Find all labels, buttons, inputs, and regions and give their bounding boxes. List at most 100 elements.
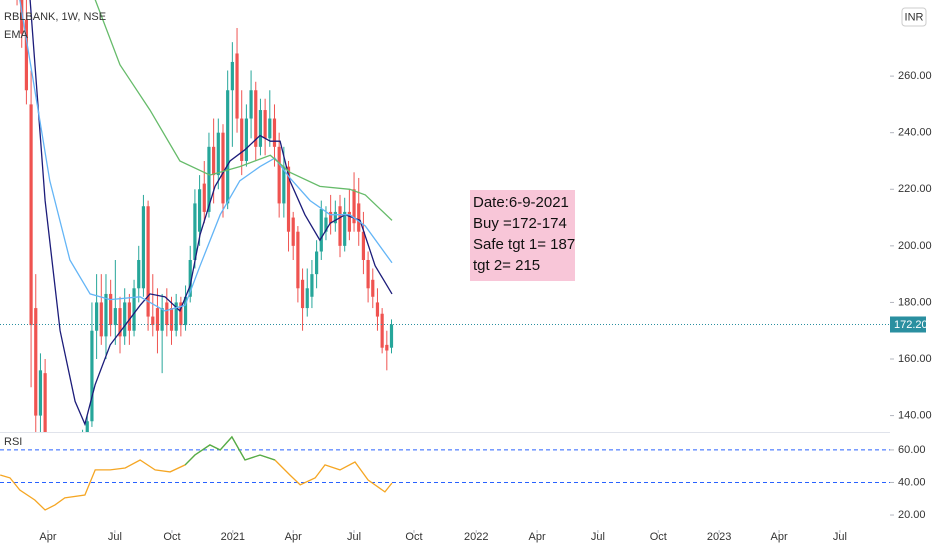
chart-title: RBLBANK, 1W, NSE (4, 11, 106, 23)
candle-body (366, 259, 370, 289)
currency[interactable]: INR (905, 11, 924, 23)
rsi-line (0, 435, 393, 511)
candle-body (324, 217, 328, 232)
candle-body (90, 330, 94, 422)
price-pane (16, 0, 394, 500)
x-tick-label: Apr (529, 531, 546, 543)
candle-body (310, 274, 314, 297)
rsi-line (184, 435, 276, 466)
candle-body (207, 146, 211, 212)
candle-body (127, 302, 131, 331)
candle-body (38, 370, 43, 416)
candle-body (371, 279, 375, 297)
candle-body (300, 279, 305, 309)
last-price-label: 172.20 (894, 319, 928, 331)
rsi-tick-label: 20.00 (898, 509, 926, 521)
y-tick-label: 240.00 (898, 127, 932, 139)
candle-body (361, 231, 366, 260)
candle-body (183, 296, 188, 326)
ema-line (29, 0, 393, 427)
candle-body (202, 183, 206, 212)
candle-body (43, 373, 47, 432)
candle-body (113, 308, 117, 326)
candle-body (99, 302, 103, 337)
rsi-label: RSI (4, 436, 22, 448)
candle-body (20, 0, 24, 34)
x-tick-label: Apr (771, 531, 788, 543)
x-tick-label: Jul (591, 531, 605, 543)
candle-body (53, 472, 56, 500)
candle-body (118, 308, 122, 337)
candle-body (109, 293, 113, 326)
x-tick-label: Oct (405, 531, 422, 543)
y-tick-label: 220.00 (898, 183, 932, 195)
candle-body (95, 302, 99, 331)
candle-body (221, 132, 225, 204)
candle-body (240, 118, 244, 161)
candle-body (169, 308, 174, 331)
candle-body (165, 302, 169, 326)
candle-body (34, 308, 38, 416)
candle-body (151, 316, 155, 326)
annotation-text: Safe tgt 1= 187 (473, 236, 575, 253)
candle-body (146, 206, 150, 317)
candle-body (29, 104, 33, 326)
candle-body (141, 206, 146, 289)
candle-body (132, 288, 136, 331)
candle-body (319, 209, 323, 252)
candle-body (81, 444, 84, 452)
candle-body (249, 90, 253, 119)
candle-body (85, 421, 89, 432)
candle-body (179, 302, 183, 326)
annotation-text: Date:6-9-2021 (473, 194, 569, 211)
rsi-pane (0, 435, 890, 511)
candle-body (286, 166, 291, 232)
candle-body (263, 110, 267, 139)
candle-body (333, 211, 337, 224)
candle-body (268, 118, 272, 139)
candle-body (389, 324, 394, 348)
candle-body (197, 189, 202, 232)
candle-body (244, 118, 248, 161)
x-tick-label: Jul (833, 531, 847, 543)
candle-body (24, 19, 28, 91)
candle-body (193, 203, 197, 260)
candle-body (272, 118, 277, 147)
candle-body (296, 231, 300, 289)
candle-body (352, 189, 356, 224)
candle-body (216, 132, 220, 176)
candle-body (226, 90, 230, 204)
x-tick-label: Apr (285, 531, 302, 543)
candle-body (58, 472, 61, 486)
candle-body (338, 206, 342, 246)
candle-body (347, 211, 351, 232)
candle-body (254, 90, 258, 147)
x-tick-label: Jul (108, 531, 122, 543)
axes: 140.00 160.00 180.00 200.00 220.00 240.00 260.… (0, 70, 932, 543)
y-tick-label: 180.00 (898, 296, 932, 308)
y-tick-label: 200.00 (898, 240, 932, 252)
candle-body (137, 259, 141, 289)
candle-body (305, 288, 309, 309)
annotation-text: Buy =172-174 (473, 215, 567, 232)
candle-body (291, 217, 295, 246)
candle-body (188, 259, 192, 297)
candle-body (380, 313, 384, 348)
candle-body (282, 166, 286, 204)
x-tick-label: Apr (39, 531, 56, 543)
candle-body (230, 61, 234, 91)
candle-body (72, 458, 75, 472)
ema-line (19, 0, 393, 312)
candle-body (277, 146, 281, 204)
x-tick-label: 2021 (221, 531, 245, 543)
candle-body (67, 458, 70, 478)
x-tick-label: Oct (163, 531, 180, 543)
rsi-tick-label: 40.00 (898, 476, 926, 488)
rsi-tick-label: 60.00 (898, 444, 926, 456)
currency-box[interactable] (901, 7, 927, 27)
candle-body (357, 203, 361, 232)
candle-body (104, 293, 108, 337)
y-tick-label: 160.00 (898, 353, 932, 365)
x-tick-label: Jul (347, 531, 361, 543)
y-tick-label: 260.00 (898, 70, 932, 82)
